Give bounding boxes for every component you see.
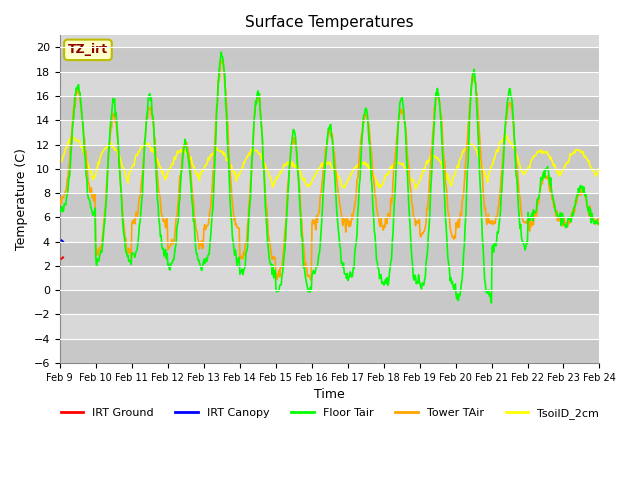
Bar [60,339,600,363]
Bar [60,193,600,217]
X-axis label: Time: Time [314,388,345,401]
Bar [60,169,600,193]
Bar [60,290,600,314]
Bar [60,314,600,339]
Bar [60,96,600,120]
Bar [60,72,600,96]
Bar [60,266,600,290]
Y-axis label: Temperature (C): Temperature (C) [15,148,28,250]
Bar [60,48,600,72]
Bar [60,217,600,241]
Legend: IRT Ground, IRT Canopy, Floor Tair, Tower TAir, TsoilD_2cm: IRT Ground, IRT Canopy, Floor Tair, Towe… [56,403,603,423]
Title: Surface Temperatures: Surface Temperatures [245,15,414,30]
Bar [60,120,600,144]
Text: TZ_irt: TZ_irt [68,43,108,56]
Bar [60,144,600,169]
Bar [60,241,600,266]
